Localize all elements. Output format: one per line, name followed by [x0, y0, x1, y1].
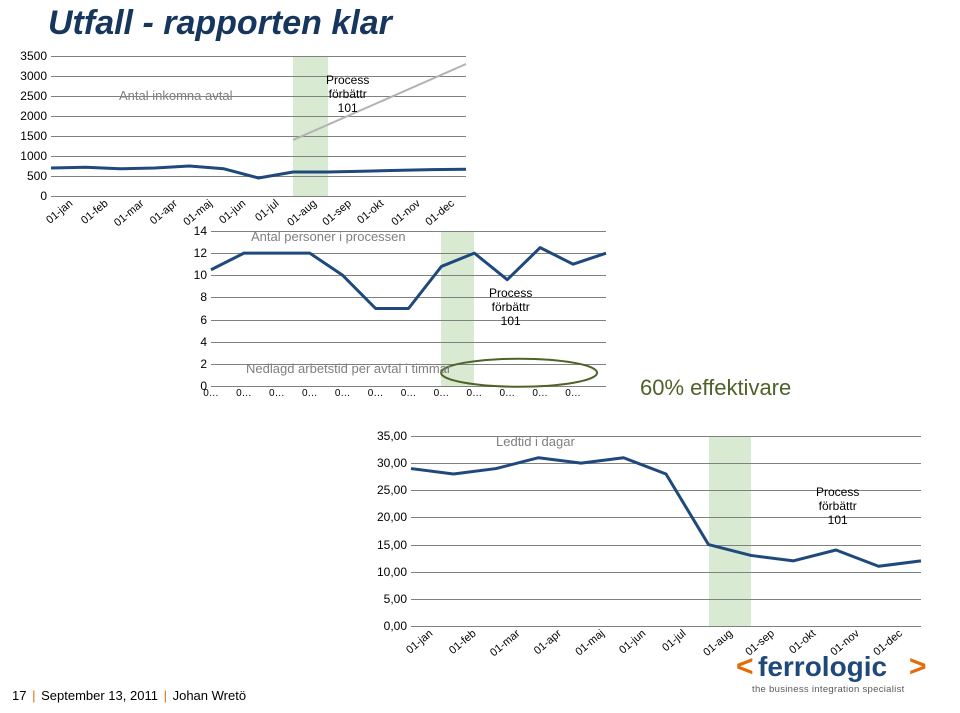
ytick-label: 6	[200, 313, 211, 327]
ytick-label: 25,00	[377, 483, 411, 497]
xtick-label: 01-dec	[422, 196, 457, 228]
xtick-label: 01-mar	[111, 196, 147, 229]
chart-lines	[51, 56, 466, 196]
xtick-label: 01-feb	[77, 196, 110, 227]
footer-date: September 13, 2011	[41, 688, 158, 703]
ytick-label: 5,00	[384, 592, 411, 606]
xtick-label: 01-maj	[572, 626, 607, 658]
xtick-label: 01-jun	[216, 196, 248, 226]
xtick-label: 0…	[269, 386, 285, 399]
ytick-label: 8	[200, 290, 211, 304]
ytick-label: 2500	[20, 89, 51, 103]
logo-brand: ferrologic	[758, 651, 887, 682]
process-annotation: Processförbättr101	[816, 486, 859, 527]
xtick-label: 0…	[532, 386, 548, 399]
xtick-label: 0…	[335, 386, 351, 399]
ytick-label: 0,00	[384, 619, 411, 633]
xtick-label: 0…	[401, 386, 417, 399]
chart-ledtid: 0,005,0010,0015,0020,0025,0030,0035,0001…	[410, 435, 922, 627]
efficiency-label: 60% effektivare	[640, 375, 791, 401]
footer: 17 | September 13, 2011 | Johan Wretö	[12, 688, 246, 703]
ytick-label: 4	[200, 335, 211, 349]
process-annotation: Processförbättr101	[489, 287, 532, 328]
footer-author: Johan Wretö	[173, 688, 246, 703]
chart-antal-inkomna-avtal: 050010001500200025003000350001-jan01-feb…	[50, 55, 467, 197]
xtick-label: 01-nov	[388, 196, 423, 228]
ferrologic-logo: < ferrologic > the business integration …	[736, 650, 946, 707]
ytick-label: 0	[40, 189, 51, 203]
xtick-label: 01-jul	[251, 196, 281, 224]
xtick-label: 0…	[203, 386, 219, 399]
page-title: Utfall - rapporten klar	[48, 4, 392, 43]
ytick-label: 10,00	[377, 565, 411, 579]
xtick-label: 01-jun	[615, 626, 647, 656]
xtick-label: 01-mar	[487, 626, 523, 659]
ytick-label: 3000	[20, 69, 51, 83]
xtick-label: 0…	[565, 386, 581, 399]
angle-bracket-right-icon: >	[909, 650, 927, 683]
xtick-label: 0…	[499, 386, 515, 399]
logo-tagline: the business integration specialist	[752, 684, 905, 695]
xtick-label: 01-aug	[284, 196, 319, 229]
xtick-label: 01-jul	[659, 626, 689, 654]
ytick-label: 35,00	[377, 429, 411, 443]
ytick-label: 10	[194, 268, 211, 282]
xtick-label: 0…	[467, 386, 483, 399]
chart-inner-title: Antal personer i processen	[251, 229, 406, 244]
ytick-label: 3500	[20, 49, 51, 63]
ytick-label: 15,00	[377, 538, 411, 552]
footer-sep-icon: |	[164, 688, 167, 703]
ytick-label: 2	[200, 357, 211, 371]
ytick-label: 500	[27, 169, 51, 183]
footer-page: 17	[12, 688, 26, 703]
angle-bracket-left-icon: <	[736, 650, 754, 683]
xtick-label: 01-aug	[699, 626, 734, 659]
xtick-label: 0…	[368, 386, 384, 399]
footer-sep-icon: |	[32, 688, 35, 703]
process-annotation: Processförbättr101	[326, 74, 369, 115]
ytick-label: 30,00	[377, 456, 411, 470]
xtick-label: 01-sep	[319, 196, 354, 228]
xtick-label: 0…	[236, 386, 252, 399]
chart-lines	[411, 436, 921, 626]
chart-antal-personer: 024681012140…0…0…0…0…0…0…0…0…0…0…0…Antal…	[210, 230, 607, 387]
xtick-label: 01-apr	[146, 196, 179, 227]
xtick-label: 01-feb	[445, 626, 478, 657]
xtick-label: 0…	[302, 386, 318, 399]
xtick-label: 0…	[434, 386, 450, 399]
xtick-label: 01-apr	[530, 626, 563, 657]
ytick-label: 1000	[20, 149, 51, 163]
ytick-label: 12	[194, 246, 211, 260]
xtick-label: 01-okt	[354, 196, 386, 226]
chart-inner-title: Ledtid i dagar	[496, 434, 575, 449]
ytick-label: 1500	[20, 129, 51, 143]
ytick-label: 2000	[20, 109, 51, 123]
chart-inner-title: Antal inkomna avtal	[119, 88, 232, 103]
chart-subtitle: Nedlagd arbetstid per avtal i timmar	[246, 361, 451, 376]
ytick-label: 20,00	[377, 510, 411, 524]
ytick-label: 14	[194, 224, 211, 238]
